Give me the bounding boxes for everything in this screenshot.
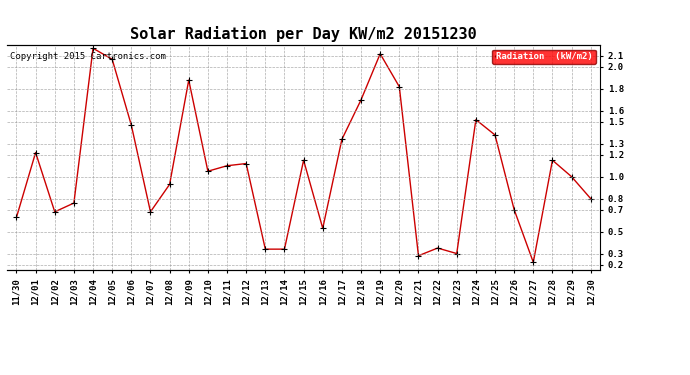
Text: Copyright 2015 Cartronics.com: Copyright 2015 Cartronics.com: [10, 52, 166, 61]
Title: Solar Radiation per Day KW/m2 20151230: Solar Radiation per Day KW/m2 20151230: [130, 27, 477, 42]
Legend: Radiation  (kW/m2): Radiation (kW/m2): [492, 50, 595, 64]
